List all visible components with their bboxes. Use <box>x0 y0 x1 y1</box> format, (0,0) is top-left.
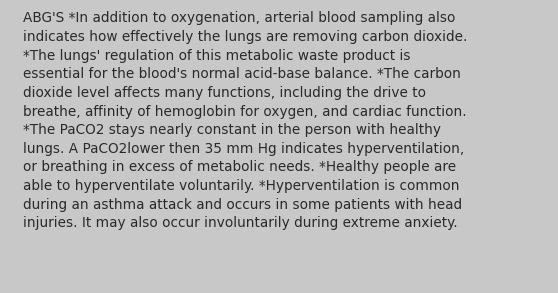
Text: ABG'S *In addition to oxygenation, arterial blood sampling also
indicates how ef: ABG'S *In addition to oxygenation, arter… <box>23 11 468 230</box>
